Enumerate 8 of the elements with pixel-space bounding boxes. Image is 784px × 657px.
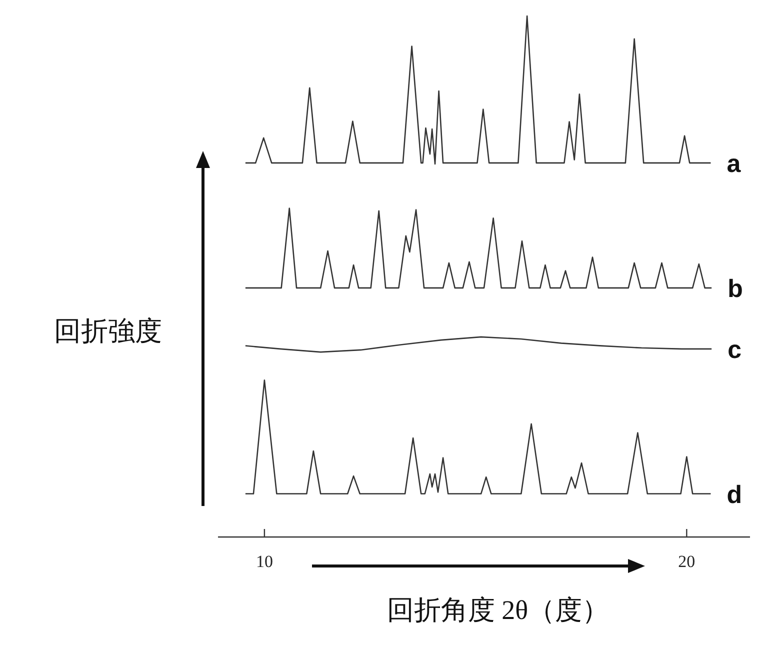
series-label: c [728, 336, 742, 364]
series-label: a [726, 150, 742, 178]
series-label: d [726, 480, 742, 509]
series-label: b [728, 274, 743, 303]
y-axis-title: 回折強度 [54, 316, 162, 346]
x-tick-label: 20 [678, 552, 696, 571]
x-tick-label: 10 [256, 552, 273, 571]
x-axis-title: 回折角度 2θ（度） [386, 595, 610, 625]
